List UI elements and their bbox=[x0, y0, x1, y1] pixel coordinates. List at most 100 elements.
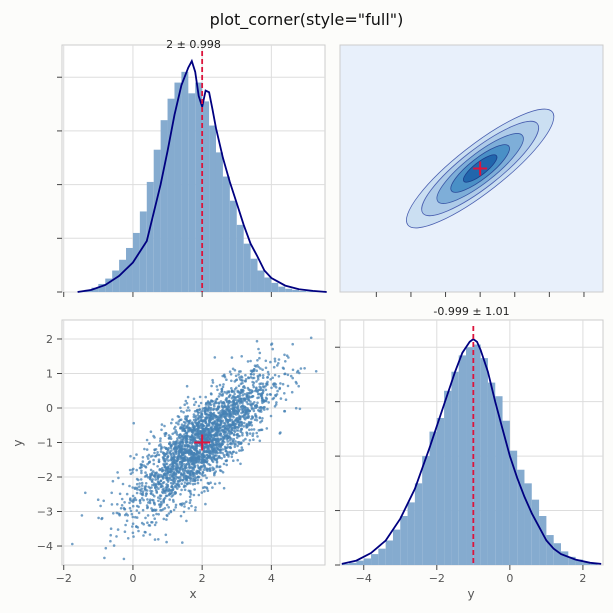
scatter-point bbox=[191, 477, 194, 481]
scatter-point bbox=[244, 380, 247, 383]
scatter-point bbox=[143, 447, 146, 451]
scatter-point bbox=[150, 521, 153, 524]
y-marginal-hist-bar bbox=[451, 371, 459, 565]
scatter-point bbox=[188, 501, 192, 505]
scatter-point bbox=[267, 373, 271, 376]
scatter-point bbox=[237, 442, 241, 446]
scatter-point bbox=[196, 478, 199, 482]
scatter-point bbox=[185, 402, 189, 405]
scatter-point bbox=[162, 457, 166, 460]
scatter-x-axis-label: x bbox=[189, 587, 196, 601]
scatter-point bbox=[131, 471, 134, 474]
scatter-point bbox=[240, 446, 244, 449]
scatter-point bbox=[230, 389, 234, 393]
scatter-point bbox=[190, 434, 194, 438]
scatter-point bbox=[266, 376, 269, 379]
scatter-point bbox=[256, 359, 259, 362]
scatter-point bbox=[173, 443, 176, 446]
scatter-point bbox=[155, 471, 158, 475]
scatter-point bbox=[200, 431, 203, 435]
scatter-point bbox=[250, 428, 253, 431]
scatter-point bbox=[237, 398, 240, 402]
scatter-point bbox=[265, 382, 269, 386]
scatter-point bbox=[156, 451, 159, 454]
scatter-point bbox=[183, 484, 186, 487]
scatter-point bbox=[210, 399, 213, 403]
scatter-point bbox=[231, 404, 234, 407]
y-marginal-hist-bar bbox=[378, 548, 386, 565]
scatter-point bbox=[269, 360, 272, 364]
scatter-point bbox=[273, 405, 277, 408]
scatter-point bbox=[136, 526, 140, 529]
scatter-point bbox=[140, 521, 144, 525]
scatter-point bbox=[274, 383, 278, 386]
y-marginal-hist-bar bbox=[487, 382, 496, 565]
scatter-point bbox=[197, 404, 201, 408]
scatter-point bbox=[128, 501, 131, 505]
scatter-point bbox=[179, 493, 182, 496]
scatter-point bbox=[243, 392, 247, 396]
scatter-point bbox=[215, 461, 219, 464]
scatter-point bbox=[194, 476, 198, 480]
scatter-point bbox=[222, 421, 225, 425]
scatter-point bbox=[129, 509, 133, 513]
scatter-point bbox=[229, 407, 232, 411]
scatter-point bbox=[278, 387, 281, 391]
scatter-point bbox=[179, 457, 182, 460]
scatter-point bbox=[146, 455, 149, 458]
scatter-point bbox=[258, 392, 261, 396]
scatter-point bbox=[144, 516, 147, 520]
scatter-point bbox=[149, 430, 153, 434]
scatter-point bbox=[169, 443, 172, 447]
scatter-point bbox=[262, 406, 265, 409]
scatter-point bbox=[218, 465, 221, 469]
scatter-point bbox=[161, 466, 164, 470]
scatter-point bbox=[239, 382, 243, 386]
scatter-point bbox=[149, 492, 153, 495]
scatter-point bbox=[231, 407, 235, 411]
scatter-point bbox=[184, 440, 187, 444]
scatter-point bbox=[157, 458, 161, 462]
scatter-point bbox=[187, 435, 190, 438]
scatter-point bbox=[246, 407, 249, 410]
scatter-point bbox=[172, 473, 175, 476]
scatter-point bbox=[209, 403, 213, 407]
scatter-point bbox=[177, 483, 181, 486]
scatter-point bbox=[173, 427, 176, 430]
scatter-point bbox=[188, 421, 192, 425]
scatter-point bbox=[179, 449, 182, 453]
scatter-point bbox=[184, 426, 188, 430]
scatter-point bbox=[171, 432, 174, 436]
scatter-point bbox=[251, 402, 255, 406]
scatter-point bbox=[212, 421, 216, 425]
x-marginal-hist-bar bbox=[181, 71, 189, 292]
scatter-point bbox=[207, 431, 211, 434]
x-marginal-kde-line bbox=[77, 58, 327, 293]
scatter-point bbox=[225, 418, 229, 422]
scatter-y-axis-label: y bbox=[11, 439, 25, 446]
scatter-point bbox=[228, 442, 232, 446]
scatter-point bbox=[242, 439, 245, 442]
scatter-point bbox=[157, 453, 161, 457]
scatter-point bbox=[205, 443, 208, 446]
scatter-point bbox=[157, 496, 160, 499]
scatter-point bbox=[200, 453, 204, 456]
scatter-point bbox=[233, 380, 237, 383]
x-marginal-hist-bar bbox=[126, 247, 133, 292]
scatter-point bbox=[183, 488, 187, 492]
scatter-point bbox=[192, 439, 195, 443]
scatter-point bbox=[283, 409, 287, 413]
scatter-point bbox=[209, 414, 212, 418]
scatter-point bbox=[159, 450, 163, 453]
scatter-point bbox=[184, 399, 188, 403]
scatter-point bbox=[235, 436, 239, 439]
scatter-point bbox=[212, 456, 216, 459]
scatter-point bbox=[272, 396, 276, 400]
scatter-point bbox=[169, 435, 172, 439]
scatter-point bbox=[226, 404, 230, 407]
scatter-point bbox=[256, 378, 260, 381]
scatter-point bbox=[196, 423, 199, 427]
scatter-point bbox=[258, 428, 262, 432]
scatter-point bbox=[222, 462, 226, 466]
scatter-point bbox=[137, 511, 141, 515]
